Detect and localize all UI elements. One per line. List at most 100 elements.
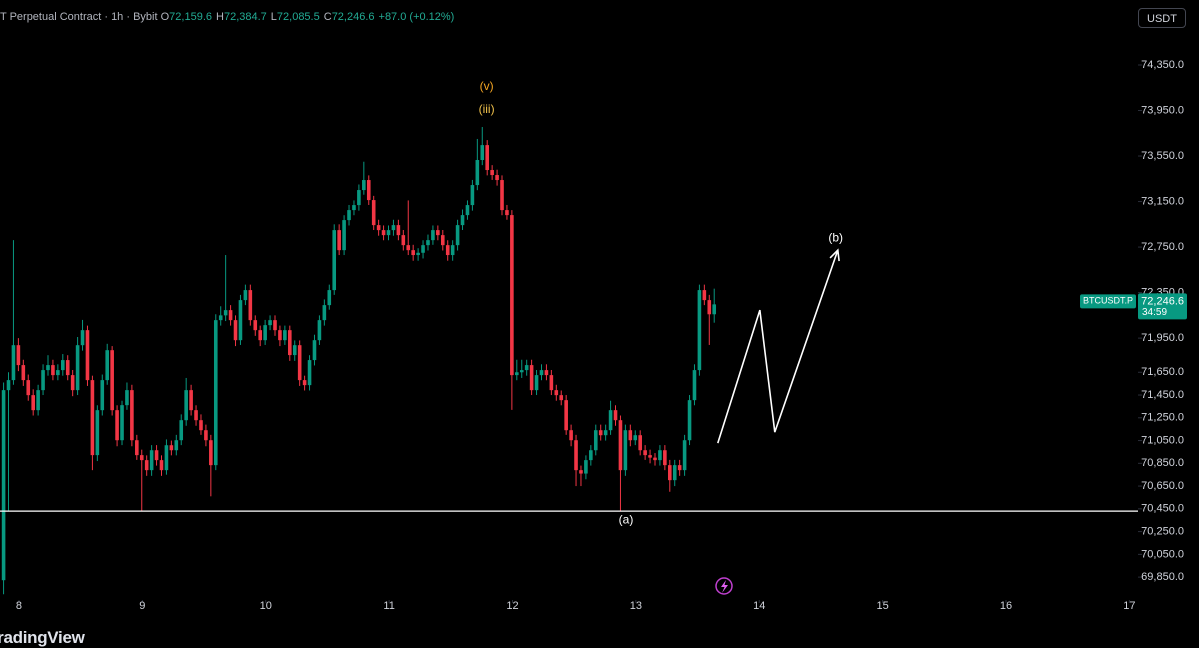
ohlc-label: L xyxy=(270,11,277,23)
candle-body xyxy=(213,320,218,466)
symbol-tag-box xyxy=(1080,294,1136,309)
candle-body xyxy=(658,450,662,461)
candle-body xyxy=(75,345,80,391)
candle-body xyxy=(130,390,134,441)
y-tick-label: 73,950.0 xyxy=(1141,104,1184,116)
candle-body xyxy=(41,370,45,391)
y-tick-label: 70,050.0 xyxy=(1141,548,1184,560)
candle-body xyxy=(268,320,272,326)
y-tick-label: 70,650.0 xyxy=(1141,480,1184,492)
x-tick-label: 8 xyxy=(16,600,22,612)
candle-body xyxy=(376,225,381,231)
candle-body xyxy=(426,240,430,246)
candle-body xyxy=(362,180,366,191)
candle-body xyxy=(60,360,65,371)
candle-body xyxy=(144,460,149,471)
candle-body xyxy=(589,450,593,461)
candle-body xyxy=(510,215,514,376)
projection-path xyxy=(717,249,839,444)
candle-body xyxy=(253,320,258,331)
candle-body xyxy=(179,420,184,441)
candle-body xyxy=(366,180,371,201)
candle-body xyxy=(154,450,159,461)
candle-body xyxy=(618,420,623,471)
x-tick-label: 16 xyxy=(1000,600,1012,612)
candle-body xyxy=(243,290,248,301)
candle-body xyxy=(391,225,396,231)
change: +87.0 (+0.12%) xyxy=(378,11,455,23)
candle-body xyxy=(524,365,529,371)
candle-body xyxy=(455,225,460,246)
candle-body xyxy=(26,380,31,396)
candle-body xyxy=(46,365,50,371)
candle-body xyxy=(643,450,647,456)
candle-body xyxy=(440,235,445,246)
y-tick-label: 72,750.0 xyxy=(1141,241,1184,253)
projection-arrowhead xyxy=(829,248,840,262)
candle-body xyxy=(633,435,638,441)
candle-body xyxy=(347,210,351,221)
wave-label: (v) xyxy=(480,79,494,93)
candle-body xyxy=(65,360,70,376)
candle-body xyxy=(307,360,312,386)
candle-body xyxy=(386,230,391,236)
candle-body xyxy=(223,310,228,316)
candle-body xyxy=(445,245,450,256)
x-tick-label: 17 xyxy=(1123,600,1135,612)
candle-body xyxy=(283,330,287,341)
candle-body xyxy=(421,245,425,253)
candle-body xyxy=(204,430,208,441)
x-tick-label: 11 xyxy=(383,600,394,612)
candle-body xyxy=(539,370,544,376)
candle-body xyxy=(436,230,440,236)
candle-body xyxy=(258,330,262,341)
candle-body xyxy=(322,305,327,321)
candle-body xyxy=(505,210,509,216)
candle-body xyxy=(233,320,238,341)
candle-body xyxy=(672,465,677,481)
x-tick-label: 13 xyxy=(630,600,642,612)
candle-body xyxy=(603,430,608,436)
candle-body xyxy=(36,390,40,411)
candle-body xyxy=(164,445,169,471)
x-tick-label: 12 xyxy=(506,600,518,612)
candle-body xyxy=(21,365,26,381)
candle-body xyxy=(559,395,564,401)
candle-body xyxy=(125,390,129,406)
candle-body xyxy=(199,420,203,431)
candle-body xyxy=(263,325,267,341)
wave-label: (b) xyxy=(828,230,843,244)
ohlc-value: 72,085.5 xyxy=(276,11,320,23)
ohlc-label: C xyxy=(323,11,332,23)
symbol-title: T Perpetual Contract · 1h · Bybit xyxy=(0,11,158,23)
y-tick-label: 71,250.0 xyxy=(1141,412,1184,424)
y-tick-label: 71,650.0 xyxy=(1141,366,1184,378)
candle-body xyxy=(549,375,554,391)
candle-body xyxy=(663,450,667,466)
wave-label: (a) xyxy=(619,512,634,526)
candle-body xyxy=(490,170,494,176)
candle-body xyxy=(495,175,499,181)
candle-body xyxy=(534,375,539,391)
candle-body xyxy=(406,245,411,251)
candle-body xyxy=(470,185,475,206)
candle-body xyxy=(209,440,213,466)
candle-body xyxy=(692,370,697,401)
candle-body xyxy=(95,410,100,456)
candle-body xyxy=(529,365,534,391)
candle-body xyxy=(218,315,223,321)
price-tag-countdown: 34:59 xyxy=(1142,307,1167,318)
ohlc-value: 72,246.6 xyxy=(331,11,375,23)
candle-body xyxy=(110,350,114,411)
y-tick-label: 70,450.0 xyxy=(1141,503,1184,515)
currency-button[interactable]: USDT xyxy=(1138,8,1186,28)
chart-header: T Perpetual Contract · 1h · Bybit O72,15… xyxy=(0,11,458,23)
candle-body xyxy=(105,350,110,381)
candle-body xyxy=(278,330,282,341)
candle-body xyxy=(352,205,356,211)
candle-body xyxy=(327,290,332,306)
candle-body xyxy=(598,430,603,436)
x-tick-label: 14 xyxy=(753,600,765,612)
candle-body xyxy=(707,300,712,315)
candle-body xyxy=(248,290,253,321)
